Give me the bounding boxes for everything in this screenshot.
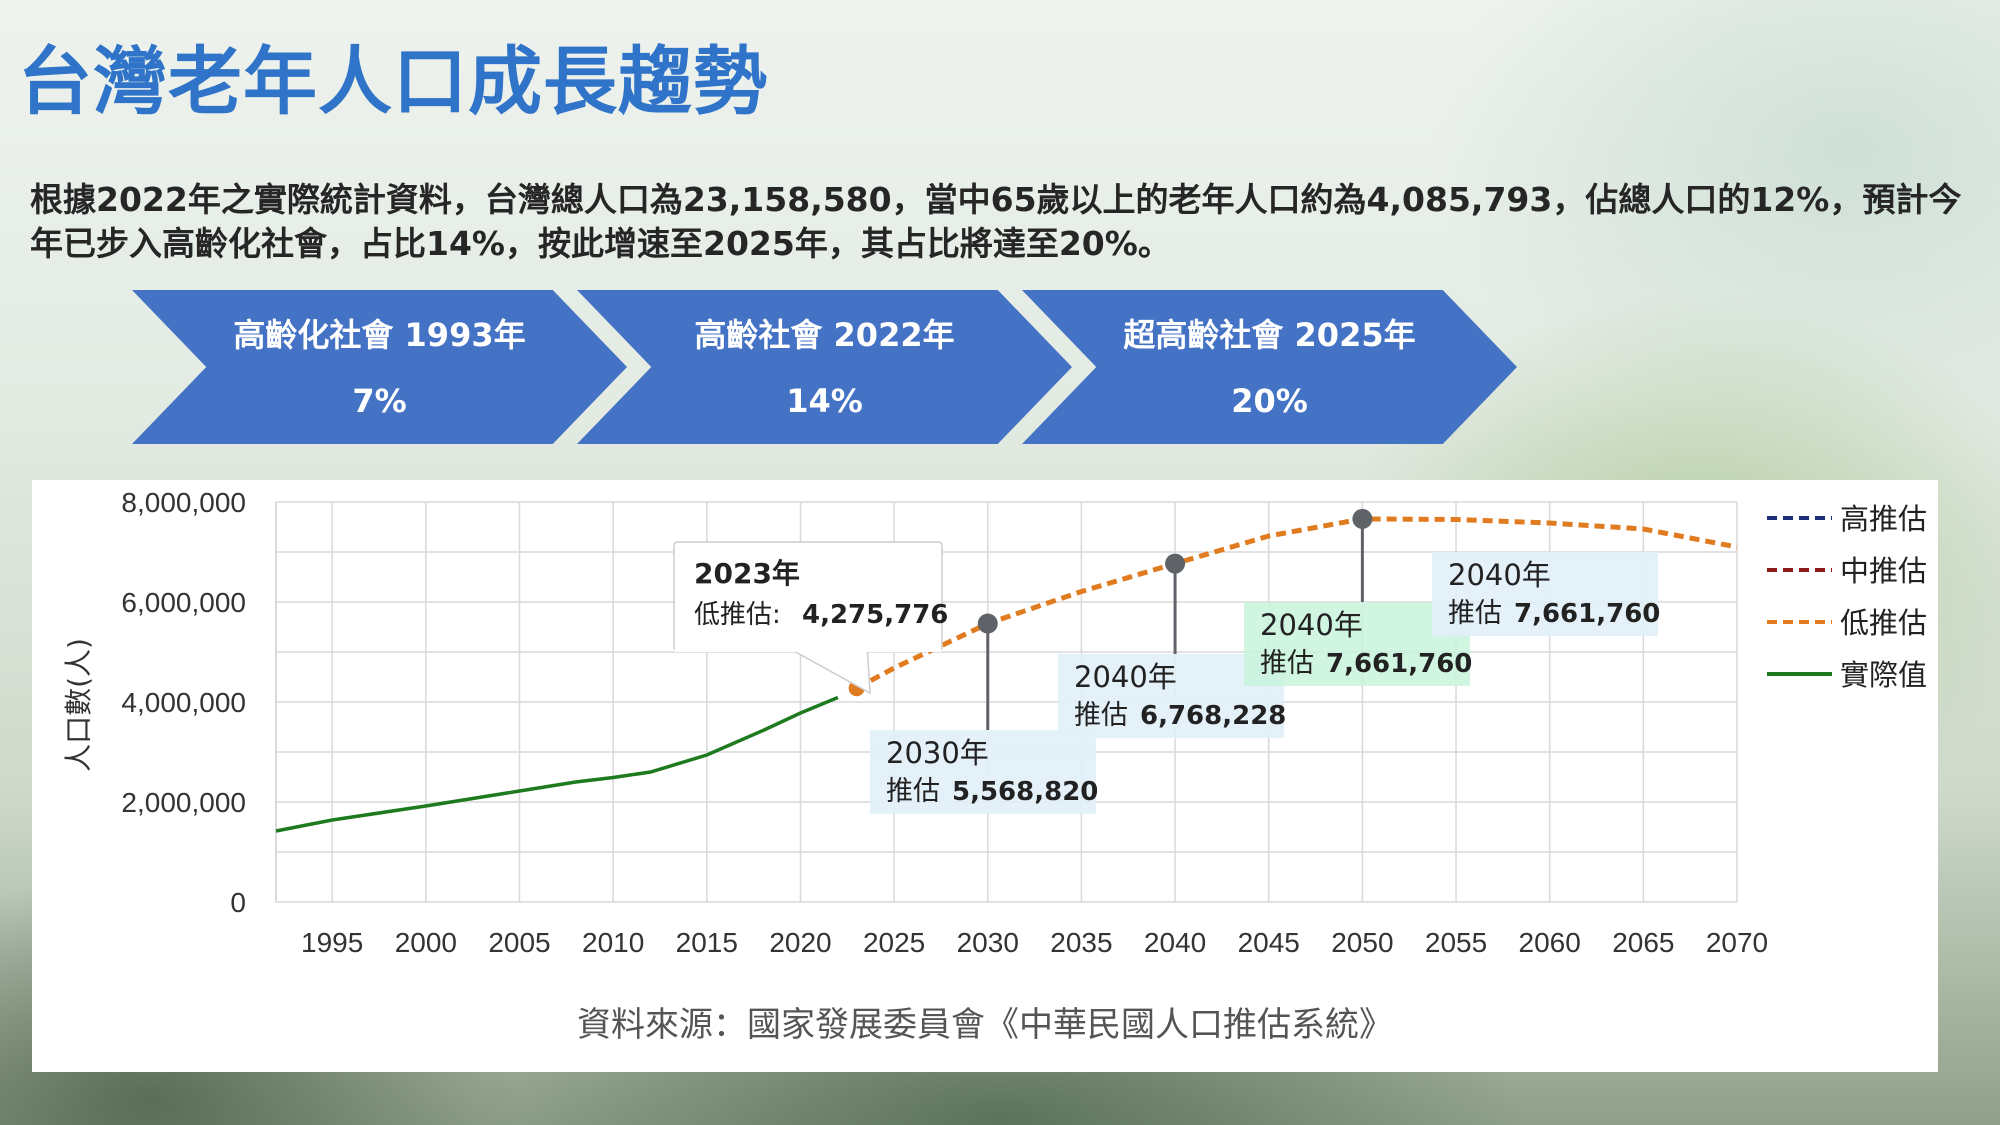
y-tick-label: 8,000,000 — [121, 487, 246, 518]
aging-stage-chevrons: 高齡化社會 1993年 7% 高齡社會 2022年 14% 超高齡社會 2025… — [132, 290, 1532, 444]
y-tick-label: 6,000,000 — [121, 587, 246, 618]
x-tick-label: 2025 — [863, 927, 925, 958]
annotation-label: 推估 — [1074, 700, 1128, 731]
x-tick-label: 2000 — [395, 927, 457, 958]
annotation-value: 5,568,820 — [952, 777, 1098, 807]
y-axis-title: 人口數(人) — [62, 638, 95, 772]
annotation-year: 2030年 — [886, 736, 989, 770]
x-tick-label: 2055 — [1425, 927, 1487, 958]
annotation-box — [1432, 552, 1658, 636]
x-tick-label: 2020 — [769, 927, 831, 958]
annotation-label: 推估 — [886, 776, 940, 807]
y-tick-label: 4,000,000 — [121, 687, 246, 718]
chart-source: 資料來源：國家發展委員會《中華民國人口推估系統》 — [577, 1005, 1393, 1045]
population-line-chart: 0 2,000,000 4,000,000 6,000,000 8,000,000 199… — [62, 487, 1927, 1045]
series-line-actual — [275, 695, 839, 833]
stage-label: 超高齡社會 2025年 — [1123, 316, 1416, 354]
x-tick-label: 2010 — [582, 927, 644, 958]
y-tick-label: 0 — [230, 887, 246, 918]
stage-percent: 7% — [352, 382, 407, 420]
x-tick-label: 2015 — [676, 927, 738, 958]
stage-label: 高齡社會 2022年 — [694, 316, 955, 354]
x-tick-label: 2070 — [1706, 927, 1768, 958]
legend-label: 高推估 — [1840, 502, 1927, 536]
stage-chevron-aged: 高齡社會 2022年 14% — [577, 290, 1072, 444]
x-tick-label: 2030 — [957, 927, 1019, 958]
annotation-marker — [1165, 553, 1186, 574]
annotation-value: 6,768,228 — [1140, 701, 1286, 731]
annotation-label: 推估 — [1260, 648, 1314, 679]
page-title: 台灣老年人口成長趨勢 — [18, 39, 768, 125]
legend-label: 低推估 — [1840, 606, 1927, 640]
stage-percent: 14% — [786, 382, 863, 420]
tooltip-title: 2023年 — [694, 557, 800, 590]
stage-percent: 20% — [1231, 382, 1308, 420]
series-line-low-estimate — [855, 516, 1738, 691]
annotation-value: 7,661,760 — [1514, 599, 1660, 629]
tooltip-value: 4,275,776 — [802, 600, 948, 630]
annotation-marker — [1352, 508, 1373, 529]
annotation-year: 2040年 — [1074, 660, 1177, 694]
annotation-label: 推估 — [1448, 598, 1502, 629]
x-tick-label: 1995 — [301, 927, 363, 958]
stage-chevron-super-aged: 超高齡社會 2025年 20% — [1022, 290, 1517, 444]
annotation-box — [870, 730, 1096, 814]
y-tick-label: 2,000,000 — [121, 787, 246, 818]
legend-label: 實際值 — [1840, 658, 1927, 692]
annotation-marker — [977, 613, 998, 634]
intro-paragraph: 根據2022年之實際統計資料，台灣總人口為23,158,580，當中65歲以上的… — [30, 180, 1962, 263]
stage-chevron-aging: 高齡化社會 1993年 7% — [132, 290, 627, 444]
x-tick-label: 2005 — [488, 927, 550, 958]
annotation-year: 2040年 — [1260, 608, 1363, 642]
x-tick-label: 2045 — [1238, 927, 1300, 958]
x-tick-label: 2060 — [1519, 927, 1581, 958]
x-tick-label: 2065 — [1612, 927, 1674, 958]
chart-panel: 0 2,000,000 4,000,000 6,000,000 8,000,000 199… — [32, 480, 1938, 1072]
tooltip-mask — [675, 630, 941, 652]
tooltip-label: 低推估: — [694, 600, 781, 630]
annotation-year: 2040年 — [1448, 558, 1551, 592]
annotation-value: 7,661,760 — [1326, 649, 1472, 679]
stage-label: 高齡化社會 1993年 — [233, 316, 526, 354]
x-tick-label: 2050 — [1331, 927, 1393, 958]
legend-label: 中推估 — [1840, 554, 1927, 588]
x-tick-label: 2040 — [1144, 927, 1206, 958]
x-tick-label: 2035 — [1050, 927, 1112, 958]
